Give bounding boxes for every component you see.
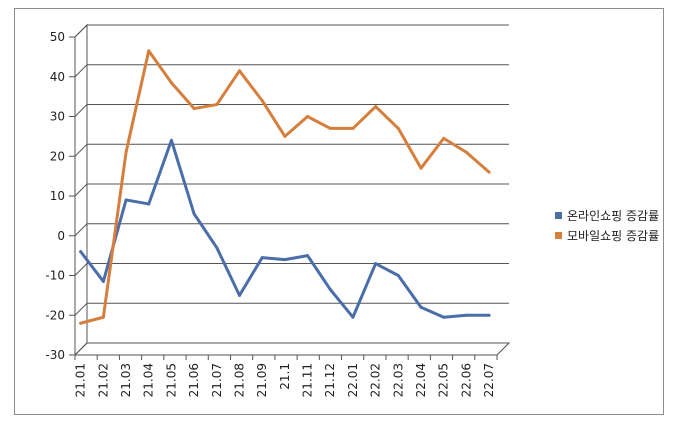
y-tick-label: -20 — [45, 308, 65, 322]
x-tick-label: 22.05 — [437, 363, 451, 397]
data-point-0 — [147, 202, 151, 206]
data-point-0 — [396, 274, 400, 277]
legend-item-online: 온라인쇼핑 증감률 — [555, 205, 659, 225]
gridline — [74, 342, 509, 356]
data-point-0 — [237, 293, 241, 297]
data-point-0 — [419, 305, 423, 309]
x-tick-label: 21.01 — [74, 363, 88, 397]
chart-frame: -30 -20 -10 0 10 20 30 40 50 21.01 21.02 21.03 21.04… — [14, 8, 664, 415]
y-tick-label: 10 — [50, 189, 65, 203]
data-point-0 — [79, 250, 83, 254]
data-point-1 — [283, 134, 287, 138]
y-tick-label: 40 — [50, 70, 65, 84]
data-point-0 — [101, 279, 105, 283]
gridline — [74, 104, 509, 117]
line-chart: -30 -20 -10 0 10 20 30 40 50 21.01 21.02 21.03 21.04… — [45, 23, 511, 397]
legend: 온라인쇼핑 증감률 모바일쇼핑 증감률 — [555, 205, 659, 245]
data-point-0 — [192, 212, 196, 216]
data-point-1 — [419, 166, 423, 170]
gridline — [74, 302, 509, 316]
data-point-1 — [306, 115, 310, 118]
data-point-1 — [79, 321, 83, 325]
x-tick-label: 21.11 — [301, 363, 315, 397]
series-line-0 — [79, 138, 491, 319]
gridline — [74, 183, 509, 197]
data-point-0 — [169, 138, 173, 142]
data-point-1 — [192, 107, 196, 111]
data-point-1 — [169, 81, 173, 85]
data-point-1 — [374, 105, 378, 109]
data-point-0 — [124, 198, 128, 202]
x-tick-label: 22.02 — [369, 363, 383, 397]
data-point-1 — [260, 99, 264, 103]
gridline — [74, 64, 509, 78]
x-tick-label: 22.03 — [391, 363, 405, 397]
gridline — [74, 143, 509, 157]
y-tick-label: 50 — [50, 30, 65, 44]
x-tick-label: 21.07 — [210, 363, 224, 397]
data-point-0 — [351, 315, 355, 319]
x-tick-label: 21.02 — [96, 363, 110, 397]
data-point-1 — [147, 49, 151, 53]
x-tick-label: 21.08 — [232, 363, 246, 397]
data-point-0 — [487, 313, 491, 317]
x-tick-label: 21.05 — [164, 363, 178, 397]
x-tick-label: 22.06 — [459, 363, 473, 397]
data-point-1 — [237, 69, 241, 73]
gridline — [74, 223, 509, 237]
x-tick-label: 22.07 — [482, 363, 496, 397]
y-tick-label: -10 — [45, 269, 65, 283]
gridline — [74, 24, 509, 38]
y-tick-label: 20 — [50, 149, 65, 163]
data-point-1 — [396, 126, 400, 130]
data-point-1 — [351, 126, 355, 130]
data-point-1 — [464, 150, 468, 154]
y-tick-label: -30 — [45, 348, 65, 362]
legend-label-mobile: 모바일쇼핑 증감률 — [567, 228, 660, 243]
floor-wall — [73, 342, 511, 356]
gridline — [74, 263, 509, 276]
legend-item-mobile: 모바일쇼핑 증감률 — [555, 225, 659, 245]
data-point-0 — [464, 313, 468, 317]
data-point-0 — [442, 315, 446, 319]
x-tick-label: 22.01 — [346, 363, 360, 397]
x-tick-label: 21.03 — [119, 363, 133, 397]
x-tick-label: 21.06 — [187, 363, 201, 397]
x-tick-label: 22.04 — [414, 363, 428, 397]
data-point-1 — [487, 170, 491, 174]
y-tick-label: 30 — [50, 110, 65, 124]
x-tick-label: 21.12 — [323, 363, 337, 397]
data-point-0 — [374, 262, 378, 266]
data-point-0 — [306, 254, 310, 258]
data-point-1 — [124, 150, 128, 154]
data-point-0 — [260, 256, 264, 260]
data-point-0 — [328, 287, 332, 291]
x-tick-label: 21.04 — [142, 363, 156, 397]
legend-swatch-online — [555, 211, 562, 219]
data-point-0 — [215, 246, 219, 250]
y-tick-label: 0 — [57, 229, 65, 243]
data-point-1 — [215, 103, 219, 107]
series-line-1 — [79, 49, 491, 325]
data-point-1 — [442, 136, 446, 140]
legend-label-online: 온라인쇼핑 증감률 — [567, 208, 660, 223]
x-tick-label: 21.1 — [278, 363, 292, 390]
data-point-1 — [101, 315, 105, 319]
x-tick-label: 21.09 — [255, 363, 269, 397]
data-point-0 — [283, 258, 287, 262]
legend-swatch-mobile — [555, 231, 562, 239]
data-point-1 — [328, 126, 332, 130]
